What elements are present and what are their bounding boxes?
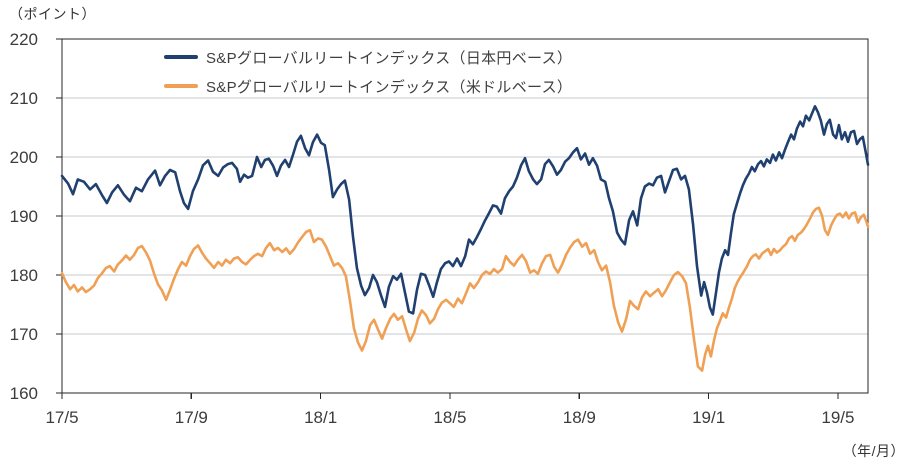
legend-label-usd-base: S&Pグローバルリートインデックス（米ドルベース） bbox=[206, 78, 573, 96]
y-tick-label: 180 bbox=[10, 266, 38, 285]
legend: S&Pグローバルリートインデックス（日本円ベース） S&Pグローバルリートインデ… bbox=[164, 45, 572, 98]
y-tick-label: 210 bbox=[10, 89, 38, 108]
x-tick-label: 19/1 bbox=[692, 408, 725, 427]
y-tick-label: 190 bbox=[10, 207, 38, 226]
x-tick-label: 18/1 bbox=[304, 408, 337, 427]
y-tick-label: 170 bbox=[10, 325, 38, 344]
x-tick-label: 18/5 bbox=[433, 408, 466, 427]
x-tick-label: 17/9 bbox=[175, 408, 208, 427]
legend-swatch-jpy-base bbox=[164, 55, 198, 59]
legend-label-jpy-base: S&Pグローバルリートインデックス（日本円ベース） bbox=[206, 49, 573, 67]
series-line-usd-base bbox=[60, 206, 870, 372]
legend-item-usd-base: S&Pグローバルリートインデックス（米ドルベース） bbox=[164, 74, 572, 98]
x-tick-label: 17/5 bbox=[45, 408, 78, 427]
legend-swatch-usd-base bbox=[164, 84, 198, 88]
x-tick-label: 18/9 bbox=[563, 408, 596, 427]
x-axis-unit-label: （年/月） bbox=[842, 443, 905, 459]
legend-item-jpy-base: S&Pグローバルリートインデックス（日本円ベース） bbox=[164, 45, 572, 69]
series-line-jpy-base bbox=[60, 105, 870, 316]
y-tick-label: 160 bbox=[10, 384, 38, 403]
y-tick-label: 200 bbox=[10, 148, 38, 167]
x-tick-label: 19/5 bbox=[821, 408, 854, 427]
y-axis-unit-label: （ポイント） bbox=[9, 6, 96, 22]
y-tick-label: 220 bbox=[10, 30, 38, 49]
